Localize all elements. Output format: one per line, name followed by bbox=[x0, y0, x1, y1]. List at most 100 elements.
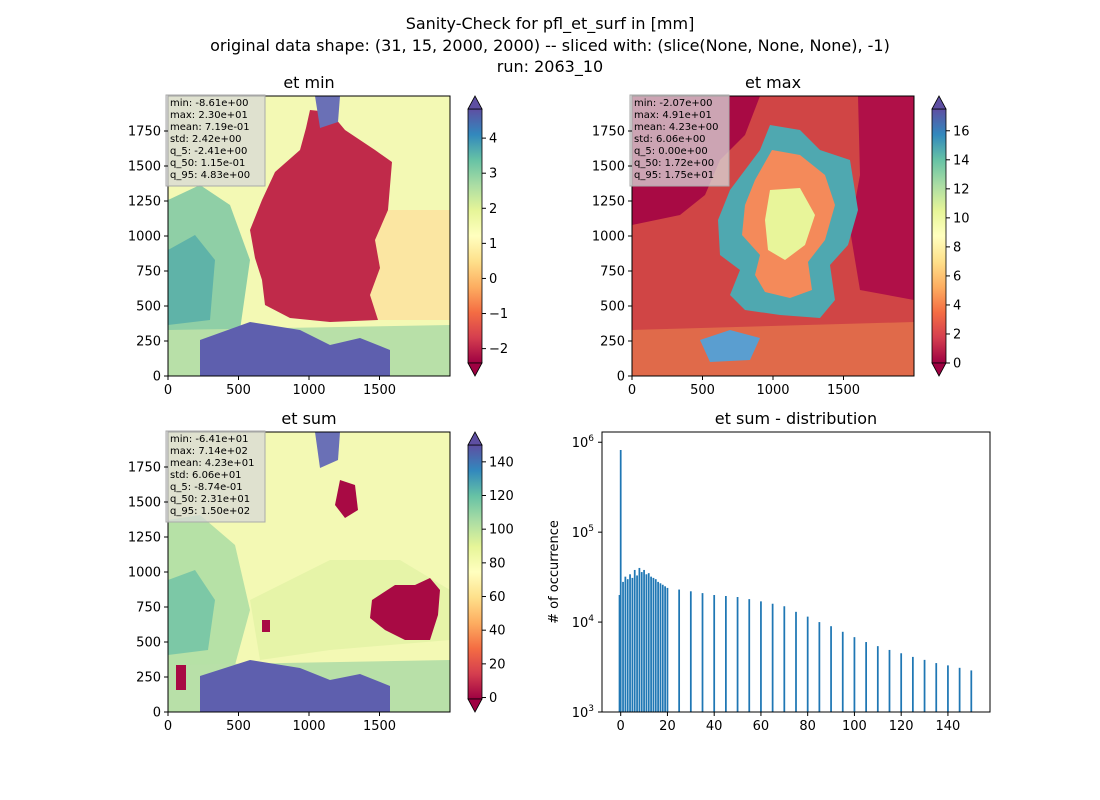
histogram-bar bbox=[771, 603, 774, 712]
colorbar-ticks: −2 −1 0 1 2 3 4 bbox=[482, 132, 508, 357]
y-tick-label: 105 bbox=[572, 524, 594, 541]
x-axis: 0 500 1000 1500 bbox=[164, 712, 396, 734]
histogram-bar bbox=[618, 595, 621, 712]
stat-line: q_5: -8.74e-01 bbox=[170, 482, 243, 493]
x-tick-label: 140 bbox=[936, 719, 961, 734]
colorbar: −2 −1 0 1 2 3 4 bbox=[467, 95, 508, 377]
stat-line: q_50: 2.31e+01 bbox=[170, 494, 250, 505]
colorbar-tick-label: 1 bbox=[489, 237, 497, 252]
region-east bbox=[370, 210, 450, 320]
stat-line: q_95: 1.75e+01 bbox=[634, 170, 714, 181]
stats-box-background bbox=[165, 430, 266, 523]
colorbar-tick-label: 60 bbox=[489, 590, 506, 605]
colorbar-extend-min bbox=[467, 698, 483, 713]
panel-et-sum-title: et sum bbox=[281, 409, 336, 428]
y-tick-label: 106 bbox=[572, 434, 595, 451]
x-tick-label: 40 bbox=[706, 719, 723, 734]
histogram-bar bbox=[806, 616, 809, 712]
histogram-bar bbox=[659, 583, 662, 712]
stat-line: min: -6.41e+01 bbox=[170, 434, 249, 445]
y-tick-label: 103 bbox=[572, 704, 594, 721]
panel-et-min-title: et min bbox=[283, 73, 334, 92]
histogram-x-axis: 0 20 40 60 80 100 120 140 bbox=[617, 712, 961, 734]
heatmap-et-max bbox=[632, 96, 914, 376]
region-east-patch bbox=[370, 578, 440, 640]
region-alps-peaks bbox=[200, 322, 390, 376]
histogram-bar bbox=[636, 575, 638, 712]
y-tick-label: 250 bbox=[136, 335, 161, 350]
colorbar-gradient bbox=[931, 108, 947, 364]
colorbar-tick-label: 0 bbox=[489, 272, 497, 287]
colorbar-tick-label: 16 bbox=[953, 124, 970, 139]
colorbar: 0 2 4 6 8 10 12 14 16 bbox=[931, 95, 970, 377]
region-sea-deep bbox=[168, 570, 215, 655]
histogram-bar bbox=[622, 581, 624, 712]
histogram-bar bbox=[876, 646, 879, 712]
histogram-bar bbox=[657, 581, 659, 712]
stat-line: min: -8.61e+00 bbox=[170, 98, 249, 109]
panel-et-min: et min min: -8.61e+00 max: 2.30e+01 mean… bbox=[128, 73, 508, 398]
y-tick-label: 1250 bbox=[128, 195, 161, 210]
plot-frame bbox=[601, 431, 991, 713]
histogram-bar bbox=[970, 670, 973, 712]
y-tick-label: 0 bbox=[617, 370, 625, 385]
y-tick-label: 1250 bbox=[592, 195, 625, 210]
y-tick-label: 500 bbox=[136, 300, 161, 315]
y-tick-label: 104 bbox=[572, 614, 595, 631]
y-tick-label: 1250 bbox=[128, 531, 161, 546]
histogram-bar bbox=[678, 589, 681, 712]
region-germany-center bbox=[765, 188, 815, 260]
stat-line: max: 2.30e+01 bbox=[170, 110, 248, 121]
colorbar-tick-label: 3 bbox=[489, 167, 497, 182]
histogram-bar bbox=[935, 663, 938, 712]
colorbar-extend-max bbox=[467, 431, 483, 446]
histogram-bar bbox=[841, 631, 844, 712]
histogram-bar bbox=[624, 576, 627, 712]
x-tick-label: 500 bbox=[226, 383, 251, 398]
x-tick-label: 120 bbox=[889, 719, 914, 734]
colorbar-tick-label: 14 bbox=[953, 153, 970, 168]
histogram-bar bbox=[626, 579, 629, 712]
x-tick-label: 0 bbox=[628, 383, 636, 398]
stat-line: std: 2.42e+00 bbox=[170, 134, 242, 145]
x-tick-label: 60 bbox=[753, 719, 770, 734]
histogram-bar bbox=[666, 587, 669, 712]
histogram-bar bbox=[654, 579, 657, 712]
y-axis: 0 250 500 750 1000 1250 1500 1750 bbox=[128, 125, 168, 385]
x-tick-label: 100 bbox=[842, 719, 867, 734]
histogram-bar bbox=[888, 649, 891, 712]
colorbar-extend-min bbox=[931, 362, 947, 377]
colorbar-tick-label: 80 bbox=[489, 556, 506, 571]
y-tick-label: 1000 bbox=[128, 230, 161, 245]
histogram-title: et sum - distribution bbox=[715, 409, 877, 428]
panel-et-max-title: et max bbox=[745, 73, 801, 92]
y-tick-label: 750 bbox=[600, 265, 625, 280]
histogram-bar bbox=[619, 449, 622, 712]
histogram-bar bbox=[701, 593, 704, 712]
histogram-bar bbox=[650, 576, 652, 712]
region-west-patch bbox=[262, 620, 270, 632]
stat-line: std: 6.06e+01 bbox=[170, 470, 242, 481]
colorbar-ticks: 0 20 40 60 80 100 120 140 bbox=[482, 455, 514, 706]
colorbar-tick-label: 0 bbox=[489, 691, 497, 706]
region-alps-peaks bbox=[700, 330, 760, 362]
histogram-bar bbox=[725, 596, 727, 712]
histogram-bar bbox=[853, 637, 856, 712]
x-axis: 0 500 1000 1500 bbox=[164, 376, 396, 398]
colorbar-extend-min bbox=[467, 362, 483, 377]
histogram-bar bbox=[631, 577, 634, 712]
stats-box: min: -6.41e+01 max: 7.14e+02 mean: 4.23e… bbox=[165, 430, 266, 523]
stat-line: mean: 7.19e-01 bbox=[170, 122, 250, 133]
figure-title: Sanity-Check for pfl_et_surf in [mm] ori… bbox=[210, 14, 890, 77]
x-tick-label: 1000 bbox=[292, 719, 325, 734]
colorbar: 0 20 40 60 80 100 120 140 bbox=[467, 431, 514, 713]
heatmap-et-min bbox=[168, 96, 450, 376]
histogram-bar bbox=[713, 595, 716, 712]
figure-title-line-2: original data shape: (31, 15, 2000, 2000… bbox=[210, 36, 890, 55]
x-axis: 0 500 1000 1500 bbox=[628, 376, 860, 398]
colorbar-tick-label: −1 bbox=[489, 307, 508, 322]
colorbar-tick-label: −2 bbox=[489, 342, 508, 357]
y-tick-label: 1000 bbox=[128, 566, 161, 581]
y-tick-label: 750 bbox=[136, 265, 161, 280]
